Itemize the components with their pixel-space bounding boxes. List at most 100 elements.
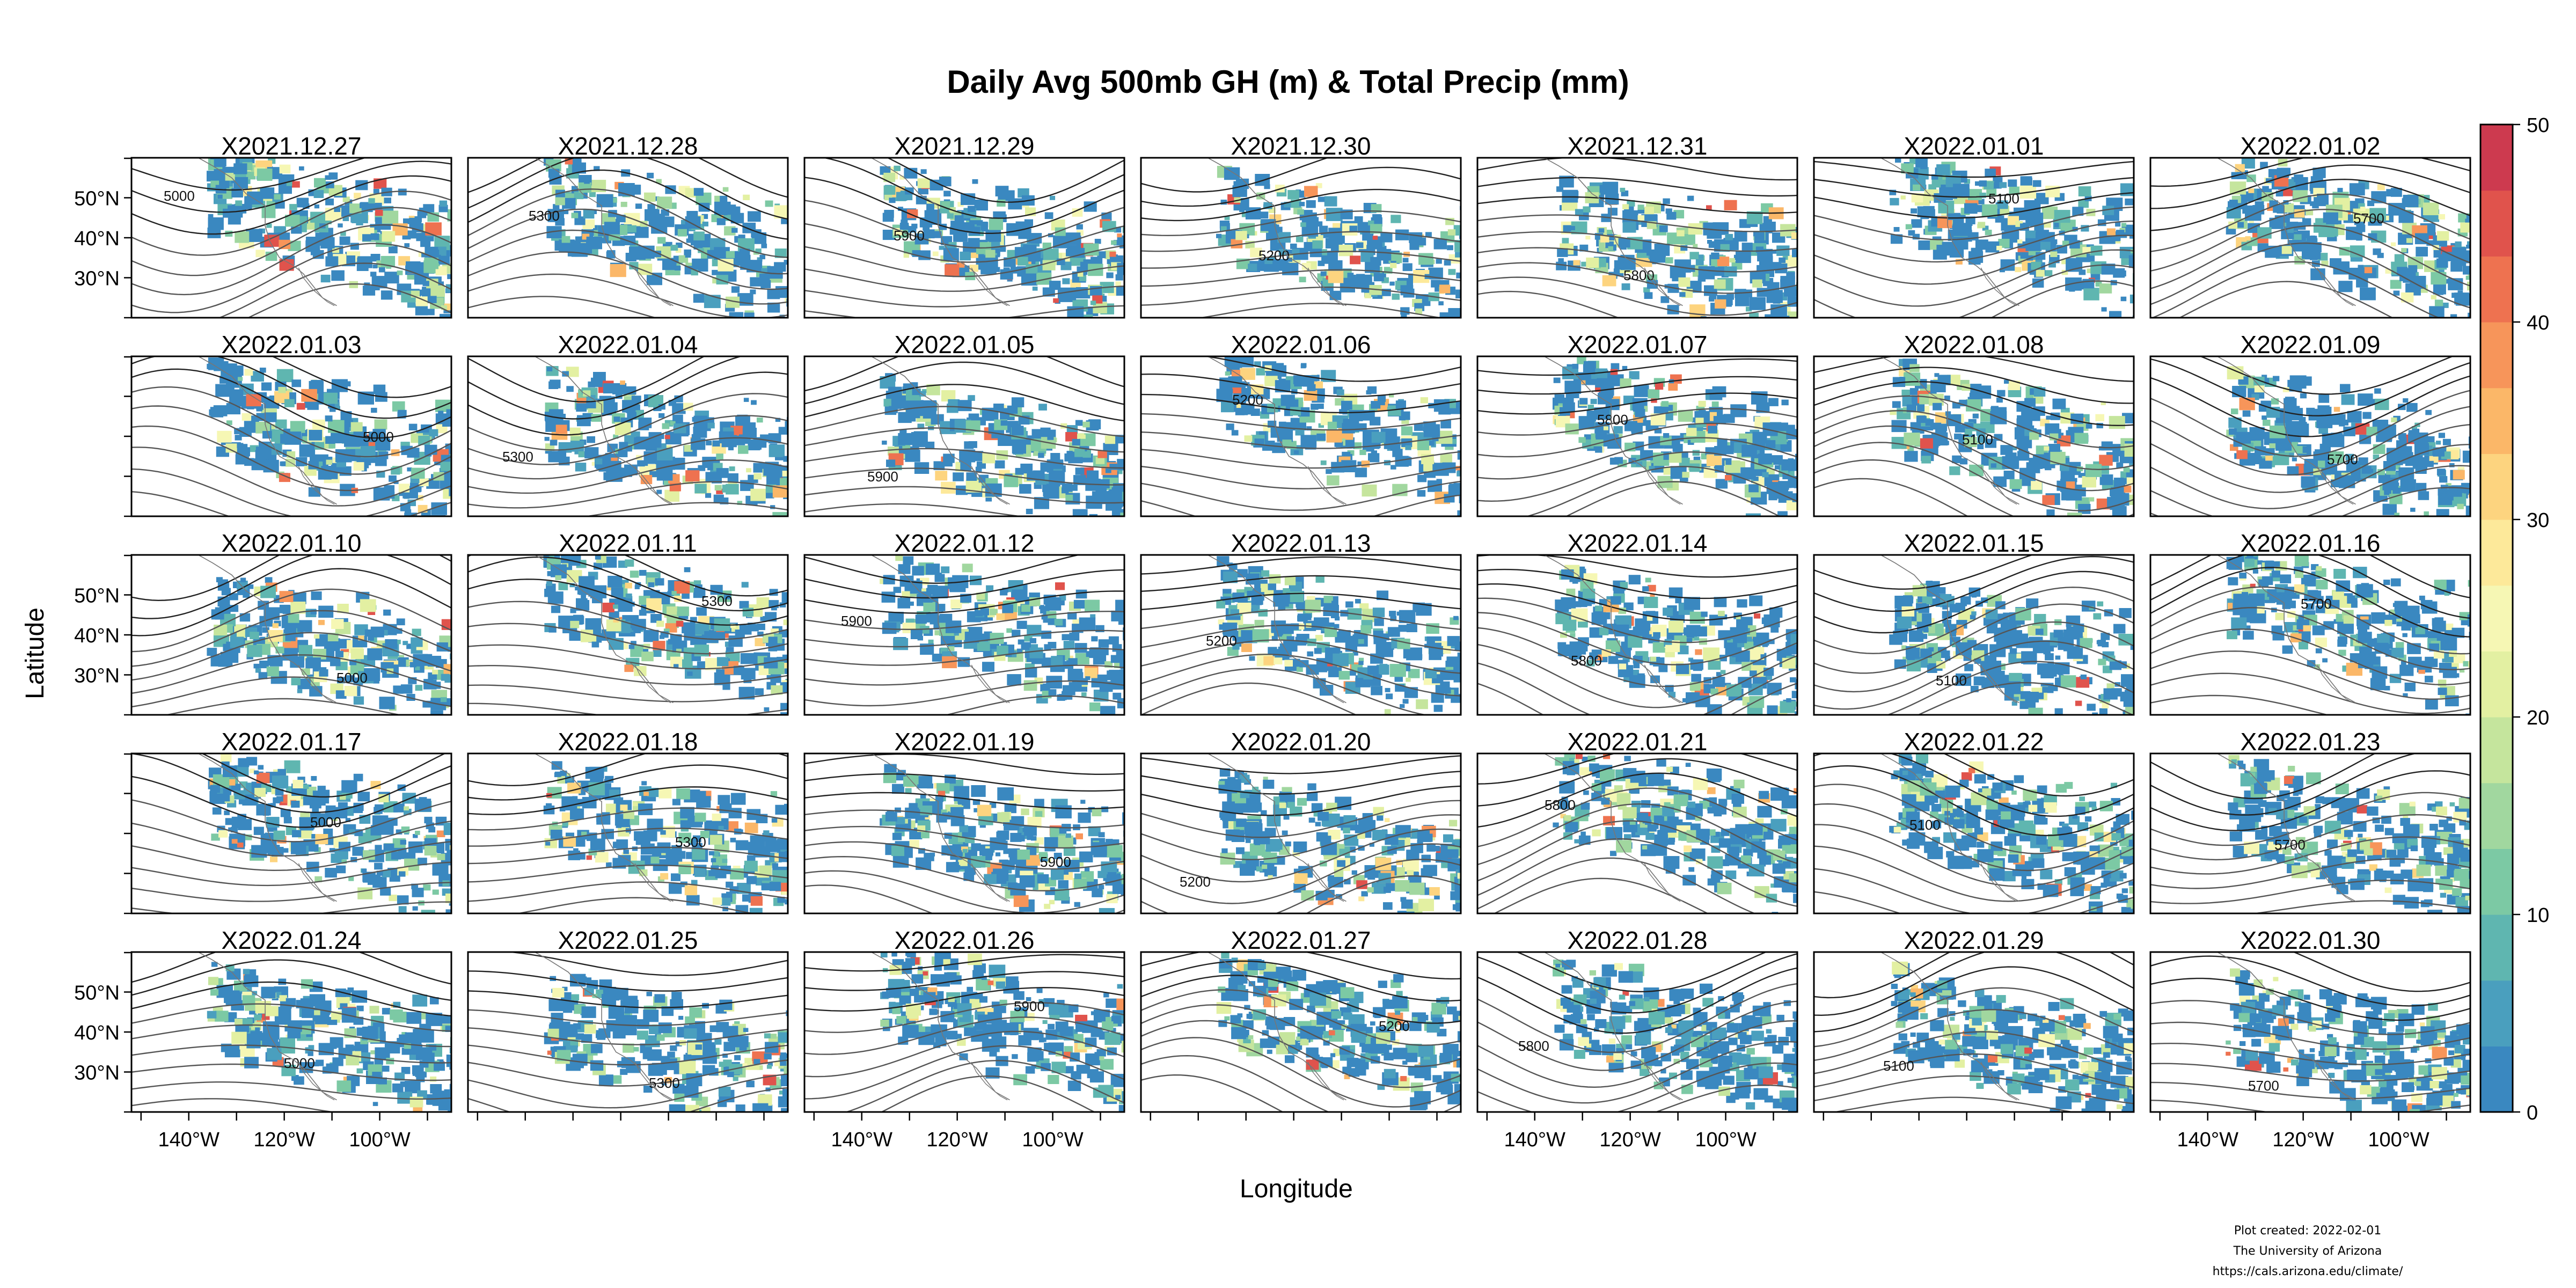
precip-cell [1448, 485, 1461, 496]
precip-cell [2134, 516, 2149, 529]
precip-cell [1237, 569, 1248, 577]
precip-cell [2287, 466, 2299, 476]
precip-cell [1355, 599, 1361, 604]
precip-cell [1055, 461, 1062, 467]
precip-cell [1290, 243, 1297, 249]
precip-cell [2262, 415, 2267, 420]
precip-cell [993, 267, 1000, 272]
gh-contour [468, 371, 788, 436]
precip-cell [2358, 457, 2368, 465]
precip-cell [207, 228, 221, 238]
precip-cell [1709, 390, 1723, 400]
precip-cell [452, 226, 463, 235]
precip-cell [1062, 278, 1070, 284]
precip-cell [2466, 214, 2470, 219]
precip-cell [685, 470, 700, 482]
precip-cell [1787, 311, 1797, 318]
precip-cell [662, 259, 677, 270]
precip-cell [954, 215, 964, 223]
precip-cell [1777, 318, 1785, 324]
precip-cell [445, 698, 451, 706]
gh-contour [1525, 466, 1797, 516]
precip-cell [2124, 516, 2131, 522]
precip-cell [1767, 463, 1774, 468]
precip-cell [344, 434, 360, 447]
precip-cell [1338, 630, 1351, 640]
precip-cell [1261, 219, 1276, 231]
coastline [198, 158, 337, 306]
precip-cell [1952, 223, 1963, 232]
precip-cell [1908, 230, 1915, 236]
precip-cell [311, 591, 322, 601]
precip-cell [1054, 619, 1063, 626]
precip-cell [950, 599, 962, 609]
precip-cell [1350, 255, 1361, 265]
precip-cell [747, 260, 763, 273]
precip-cell [570, 608, 576, 613]
gh-contour [1201, 356, 1461, 382]
precip-cell [574, 450, 580, 455]
precip-cell [635, 203, 642, 209]
precip-cell [2017, 239, 2023, 244]
precip-cell [957, 202, 964, 207]
precip-cell [1756, 402, 1770, 413]
precip-cell [2078, 199, 2089, 208]
precip-cell [897, 598, 907, 605]
precip-cell [388, 246, 398, 254]
precip-cell [1377, 395, 1386, 402]
precip-cell [1982, 225, 1989, 231]
precip-cell [591, 462, 597, 466]
precip-cell [1776, 318, 1793, 331]
precip-cell [996, 613, 1005, 620]
contour-label: 5300 [701, 593, 733, 609]
precip-cell [1954, 433, 1962, 440]
precip-cell [1067, 612, 1077, 620]
precip-cell [392, 401, 405, 412]
precip-cell [2329, 451, 2344, 463]
precip-cell [1002, 588, 1008, 593]
precip-cell [662, 423, 670, 429]
precip-cell [749, 624, 759, 632]
precip-cell [1403, 318, 1414, 326]
precip-cell [1741, 243, 1753, 252]
precip-cell [2061, 259, 2068, 265]
precip-cell [1016, 620, 1027, 629]
precip-cell [1114, 491, 1120, 496]
precip-cell [1900, 195, 1906, 200]
precip-cell [1084, 668, 1097, 678]
gh-contour [468, 437, 788, 480]
panel-content: 5200 [1141, 555, 1461, 715]
precip-cell [1103, 715, 1116, 726]
precip-cell [674, 581, 690, 594]
precip-cell [2398, 433, 2406, 440]
precip-cell [753, 318, 766, 328]
precip-cell [1120, 513, 1124, 516]
coastline [871, 356, 1010, 505]
panel-title: X2022.01.10 [222, 529, 362, 557]
precip-cell [726, 296, 740, 308]
precip-cell [886, 459, 896, 467]
precip-cell [2079, 269, 2086, 275]
precip-cell [1462, 452, 1474, 462]
precip-cell [1102, 318, 1113, 326]
precip-cell [923, 602, 935, 612]
precip-cell [761, 268, 767, 273]
precip-cell [2386, 448, 2402, 460]
precip-cell [911, 223, 918, 229]
precip-cell [1356, 222, 1370, 233]
precip-cell [1039, 605, 1044, 610]
precip-cell [1998, 239, 2010, 248]
precip-cell [2455, 241, 2462, 247]
contour-label: 5700 [2327, 451, 2358, 467]
precip-cell [2436, 289, 2443, 295]
precip-cell [1788, 425, 1795, 431]
precip-cell [380, 630, 388, 636]
precip-cell [913, 407, 924, 416]
precip-cell [2293, 190, 2308, 202]
precip-cell [1299, 276, 1306, 282]
precip-cell [1307, 384, 1316, 391]
precip-cell [1098, 639, 1109, 648]
precip-cell [452, 618, 469, 632]
precip-cell [2026, 213, 2044, 226]
